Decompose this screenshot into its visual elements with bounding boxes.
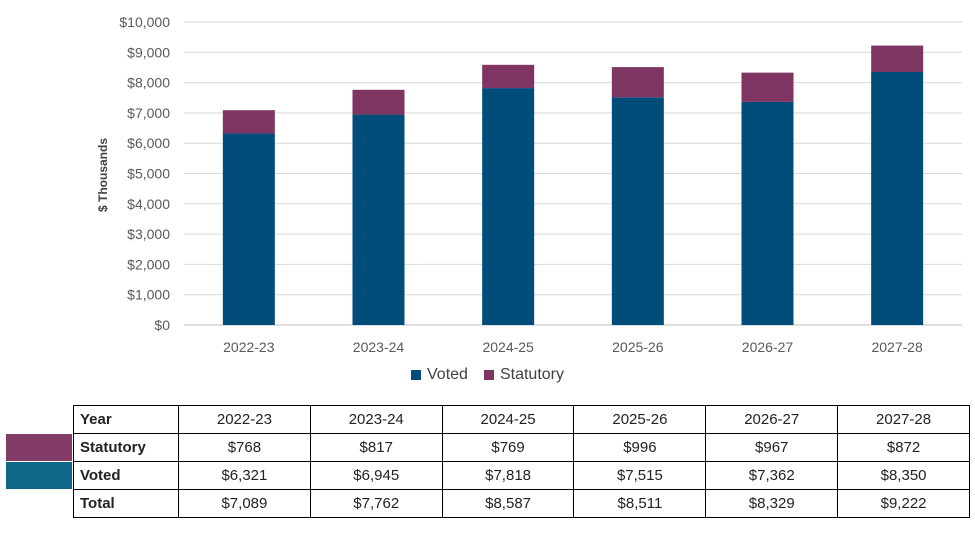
bar-statutory xyxy=(611,67,664,98)
y-tick-label: $8,000 xyxy=(127,75,170,91)
y-tick-label: $6,000 xyxy=(127,135,170,151)
y-tick-label: $7,000 xyxy=(127,105,170,121)
table-cell: $872 xyxy=(837,433,970,462)
table-swatch-statutory xyxy=(6,434,72,461)
table-cell: $8,329 xyxy=(705,489,839,518)
table-row-statutory: Statutory $768 $817 $769 $996 $967 $872 xyxy=(73,433,970,462)
table-year-cell: 2026-27 xyxy=(705,405,839,434)
table-year-cell: 2025-26 xyxy=(573,405,707,434)
y-tick-label: $0 xyxy=(154,317,170,333)
table-row-total: Total $7,089 $7,762 $8,587 $8,511 $8,329… xyxy=(73,489,970,518)
bar-statutory xyxy=(741,72,794,102)
y-axis-ticks: $0 $1,000 $2,000 $3,000 $4,000 $5,000 $6,000 $7… xyxy=(119,14,170,333)
table-cell: $817 xyxy=(309,433,443,462)
x-tick-label: 2026-27 xyxy=(742,339,794,355)
bar-statutory xyxy=(482,64,535,89)
x-tick-label: 2022-23 xyxy=(223,339,275,355)
table-year-cell: 2023-24 xyxy=(309,405,443,434)
bar-voted xyxy=(611,97,664,325)
y-tick-label: $1,000 xyxy=(127,287,170,303)
y-tick-label: $5,000 xyxy=(127,166,170,182)
chart-legend: Voted Statutory xyxy=(0,366,975,384)
table-cell: $7,089 xyxy=(178,489,311,518)
legend-item-voted: Voted xyxy=(411,366,468,384)
stacked-bar-chart: $0 $1,000 $2,000 $3,000 $4,000 $5,000 $6,000 $7… xyxy=(96,14,962,355)
table-cell: $8,587 xyxy=(441,489,575,518)
bar-statutory xyxy=(871,45,924,72)
table-header-row: Year 2022-23 2023-24 2024-25 2025-26 202… xyxy=(73,405,970,434)
x-tick-label: 2023-24 xyxy=(353,339,405,355)
table-row-label: Statutory xyxy=(73,433,179,462)
bar-voted xyxy=(352,114,405,325)
table-cell: $967 xyxy=(705,433,839,462)
x-tick-label: 2024-25 xyxy=(482,339,534,355)
bar-voted xyxy=(222,133,275,325)
table-year-cell: 2024-25 xyxy=(441,405,575,434)
table-cell: $7,762 xyxy=(309,489,443,518)
bar-statutory xyxy=(352,89,405,115)
table-cell: $8,511 xyxy=(573,489,707,518)
y-tick-label: $4,000 xyxy=(127,196,170,212)
table-cell: $7,818 xyxy=(441,461,575,490)
legend-swatch-voted xyxy=(411,370,422,380)
table-cell: $769 xyxy=(441,433,575,462)
x-axis-ticks: 2022-23 2023-24 2024-25 2025-26 2026-27 2027-… xyxy=(223,339,923,355)
table-cell: $8,350 xyxy=(837,461,970,490)
y-tick-label: $3,000 xyxy=(127,226,170,242)
y-tick-label: $9,000 xyxy=(127,44,170,60)
data-table: Year 2022-23 2023-24 2024-25 2025-26 202… xyxy=(73,405,970,518)
x-tick-label: 2025-26 xyxy=(612,339,664,355)
legend-label-voted: Voted xyxy=(427,366,468,383)
bars xyxy=(222,45,924,326)
bar-voted xyxy=(482,88,535,326)
table-cell: $6,321 xyxy=(178,461,311,490)
x-tick-label: 2027-28 xyxy=(871,339,923,355)
table-row-label: Voted xyxy=(73,461,179,490)
y-tick-label: $2,000 xyxy=(127,256,170,272)
legend-item-statutory: Statutory xyxy=(483,366,564,384)
table-cell: $7,362 xyxy=(705,461,839,490)
legend-label-statutory: Statutory xyxy=(499,366,564,383)
bar-voted xyxy=(871,71,924,326)
bar-voted xyxy=(741,101,794,325)
table-swatch-voted xyxy=(6,462,72,489)
table-cell: $9,222 xyxy=(837,489,970,518)
table-year-cell: 2022-23 xyxy=(178,405,311,434)
bar-statutory xyxy=(222,110,275,134)
table-year-cell: 2027-28 xyxy=(837,405,970,434)
table-row-label: Total xyxy=(73,489,179,518)
legend-swatch-statutory xyxy=(483,370,494,380)
table-header-label: Year xyxy=(73,405,179,434)
table-cell: $6,945 xyxy=(309,461,443,490)
table-cell: $7,515 xyxy=(573,461,707,490)
table-cell: $768 xyxy=(178,433,311,462)
table-cell: $996 xyxy=(573,433,707,462)
gridlines xyxy=(184,21,962,326)
table-row-voted: Voted $6,321 $6,945 $7,818 $7,515 $7,362… xyxy=(73,461,970,490)
y-tick-label: $10,000 xyxy=(119,14,170,30)
y-axis-label: $ Thousands xyxy=(96,138,110,212)
